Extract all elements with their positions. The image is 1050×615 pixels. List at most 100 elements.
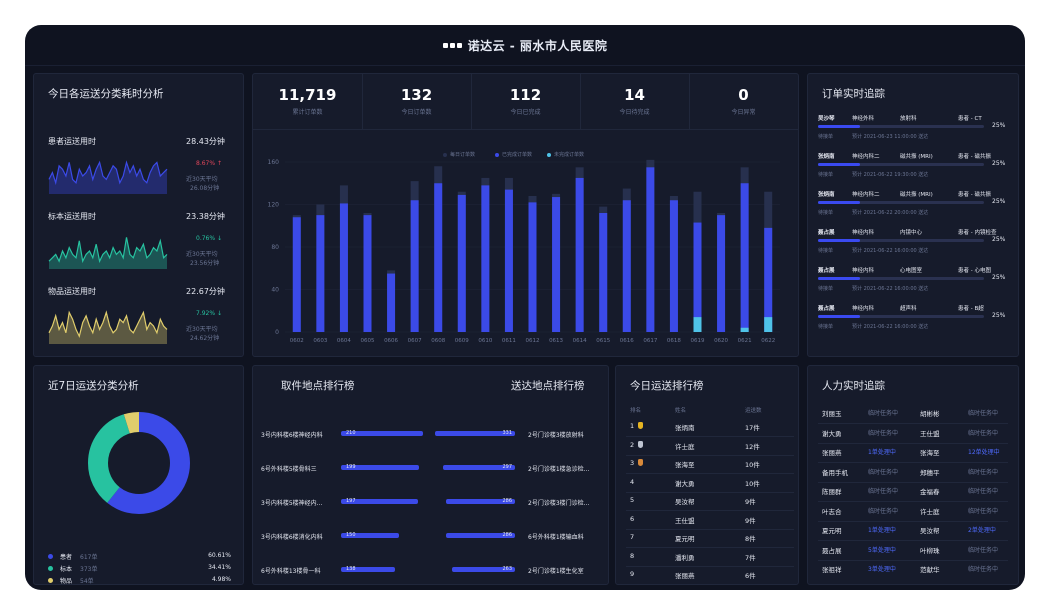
delivery-bar: 286 bbox=[446, 532, 515, 538]
bar-done bbox=[599, 213, 608, 332]
x-tick-label: 0602 bbox=[290, 338, 304, 344]
y-tick-label: 80 bbox=[271, 244, 279, 251]
pickup-bar: 150 bbox=[341, 532, 399, 538]
order-item[interactable]: 聂占展 神经内科 心电图室 患者 - 心电图 25% 待接单 预计 2021-06-22 1… bbox=[818, 266, 1008, 302]
hr-name: 张海至 bbox=[920, 449, 940, 457]
stat-card: 14 今日待完成 bbox=[580, 74, 690, 129]
stat-label: 今日订单数 bbox=[401, 109, 432, 116]
pickup-place: 3号内科楼5楼神经内... bbox=[261, 500, 323, 507]
delivery-place: 2号门诊楼3楼门诊检... bbox=[528, 500, 590, 507]
order-dept: 神经内科 bbox=[852, 268, 875, 274]
x-tick-label: 0615 bbox=[596, 338, 610, 344]
pickup-bar: 138 bbox=[341, 566, 395, 572]
stat-label: 今日已完成 bbox=[510, 109, 541, 116]
delivery-place: 2号门诊楼1楼急诊检... bbox=[528, 466, 590, 473]
hr-name: 谢大勇 bbox=[822, 429, 842, 438]
legend-count: 617单 bbox=[80, 554, 98, 561]
order-dept: 神经内科 bbox=[852, 306, 875, 312]
ranking-rank: 6 bbox=[630, 514, 635, 523]
time-item-change: 8.67% ↑ bbox=[196, 160, 222, 167]
order-progress bbox=[818, 277, 984, 280]
order-dept: 神经外科 bbox=[852, 116, 875, 122]
row-divider bbox=[626, 547, 794, 548]
time-item-name: 标本运送用时 bbox=[48, 212, 96, 221]
bar-done bbox=[339, 203, 348, 332]
ranking-row[interactable]: 8 潘利勇 7件 bbox=[626, 550, 794, 568]
ranking-row[interactable]: 5 吴汝帮 9件 bbox=[626, 494, 794, 512]
row-divider bbox=[626, 510, 794, 511]
place-row[interactable]: 6号外科楼5楼骨科三 199 297 2号门诊楼1楼急诊检... bbox=[253, 462, 608, 476]
order-item[interactable]: 张炳南 神经内科二 磁共振 (MRI) 患者 - 磁共振 25% 待接单 预计 2021-0… bbox=[818, 190, 1008, 226]
ranking-row[interactable]: 7 夏元明 8件 bbox=[626, 531, 794, 549]
ranking-row[interactable]: 6 王仕盟 9件 bbox=[626, 513, 794, 531]
place-row[interactable]: 3号内科楼5楼神经内... 197 286 2号门诊楼3楼门诊检... bbox=[253, 496, 608, 510]
order-pct: 25% bbox=[992, 274, 1006, 281]
stat-card: 0 今日异常 bbox=[689, 74, 798, 129]
donut-slice bbox=[88, 412, 190, 514]
order-patient: 患者 - 内镜检查 bbox=[958, 230, 997, 236]
time-item-avg: 24.62分钟 bbox=[190, 335, 220, 342]
order-progress bbox=[818, 201, 984, 204]
order-item[interactable]: 聂占展 神经内科 超声科 患者 - B超 25% 待接单 预计 2021-06-22 16:… bbox=[818, 304, 1008, 340]
hr-name: 张丽燕 bbox=[822, 449, 842, 457]
row-divider bbox=[818, 423, 1008, 424]
panel-title: 近7日运送分类分析 bbox=[48, 380, 139, 392]
stat-value: 132 bbox=[400, 86, 433, 104]
order-item[interactable]: 聂占展 神经内科 内镜中心 患者 - 内镜检查 25% 待接单 预计 2021-06-22 … bbox=[818, 228, 1008, 264]
pickup-place: 3号内科楼6楼消化内科 bbox=[261, 534, 323, 541]
hr-name: 范献华 bbox=[920, 566, 940, 574]
place-row[interactable]: 3号内科楼6楼消化内科 150 286 6号外科楼1楼输血科 bbox=[253, 530, 608, 544]
legend-dot bbox=[443, 152, 447, 157]
order-item[interactable]: 张炳南 神经内科二 磁共振 (MRI) 患者 - 磁共振 25% 待接单 预计 2021-0… bbox=[818, 152, 1008, 188]
hr-row: 叶志合 临时任务中 许士庭 临时任务中 bbox=[818, 504, 1013, 522]
ranking-row[interactable]: 4 谢大勇 10件 bbox=[626, 476, 794, 494]
panel-title-pickup: 取件地点排行榜 bbox=[281, 380, 355, 392]
stat-card: 132 今日订单数 bbox=[362, 74, 472, 129]
place-row[interactable]: 6号外科楼13楼骨一科 138 263 2号门诊楼1楼生化室 bbox=[253, 564, 608, 578]
stat-label: 今日异常 bbox=[731, 109, 756, 116]
hr-name: 备用手机 bbox=[822, 468, 848, 477]
hr-status: 临时任务中 bbox=[968, 468, 999, 476]
row-divider bbox=[818, 520, 1008, 522]
ranking-rank: 9 bbox=[630, 570, 635, 578]
row-divider bbox=[626, 491, 794, 493]
x-tick-label: 0606 bbox=[384, 338, 398, 344]
hr-status: 临时任务中 bbox=[868, 410, 899, 417]
donut-slice bbox=[88, 412, 190, 514]
ranking-row[interactable]: 3 张海至 10件 bbox=[626, 457, 794, 475]
bar-done bbox=[717, 215, 726, 332]
stat-value: 11,719 bbox=[278, 86, 337, 104]
donut-legend-row: 物品 54单 4.98% bbox=[48, 576, 231, 586]
ranking-row[interactable]: 9 张丽燕 6件 bbox=[630, 568, 790, 586]
ranking-row[interactable]: 2 许士庭 12件 bbox=[626, 439, 794, 457]
stat-card: 11,719 累计订单数 bbox=[253, 74, 363, 129]
bar-done bbox=[292, 217, 301, 332]
x-tick-label: 0604 bbox=[337, 338, 351, 344]
panel-title: 订单实时追踪 bbox=[822, 88, 885, 100]
hr-row: 张祖祥 3单处理中 范献华 临时任务中 bbox=[818, 562, 1013, 580]
ranking-name: 吴汝帮 bbox=[675, 498, 695, 506]
top-bar: 诺达云 - 丽水市人民医院 bbox=[25, 25, 1025, 66]
hr-status: 5单处理中 bbox=[868, 546, 896, 554]
order-item[interactable]: 吴沙琴 神经外科 放射科 患者 - CT 25% 待接单 预计 2021-06-23 11:… bbox=[818, 114, 1008, 150]
ranking-header-cell: 运送数 bbox=[745, 408, 762, 414]
order-to: 心电图室 bbox=[900, 268, 923, 274]
order-progress bbox=[818, 239, 984, 242]
hr-status: 临时任务中 bbox=[968, 429, 999, 437]
pickup-bar: 210 bbox=[341, 430, 423, 436]
hr-status: 12单处理中 bbox=[968, 449, 1000, 456]
ranking-count: 12件 bbox=[745, 442, 760, 451]
place-row[interactable]: 3号内科楼6楼神经内科 210 331 2号门诊楼3楼放射科 bbox=[253, 428, 608, 442]
ranking-row[interactable]: 1 张炳南 17件 bbox=[626, 420, 794, 438]
hr-row: 刘丽玉 临时任务中 胡彬彬 临时任务中 bbox=[818, 406, 1013, 424]
panel-hr: 人力实时追踪 刘丽玉 临时任务中 胡彬彬 临时任务中 谢大勇 临时任务中 王仕盟 临时任务中张… bbox=[807, 365, 1019, 585]
ranking-rank: 8 bbox=[630, 551, 635, 560]
time-item-name: 患者运送用时 bbox=[48, 137, 96, 146]
sparkline bbox=[48, 310, 168, 344]
order-patient: 患者 - 磁共振 bbox=[958, 192, 991, 198]
order-progress-fill bbox=[818, 125, 860, 128]
y-tick-label: 120 bbox=[268, 202, 280, 209]
order-who: 聂占展 bbox=[818, 306, 835, 312]
bar-done bbox=[646, 167, 655, 332]
stat-label: 今日待完成 bbox=[619, 109, 650, 116]
